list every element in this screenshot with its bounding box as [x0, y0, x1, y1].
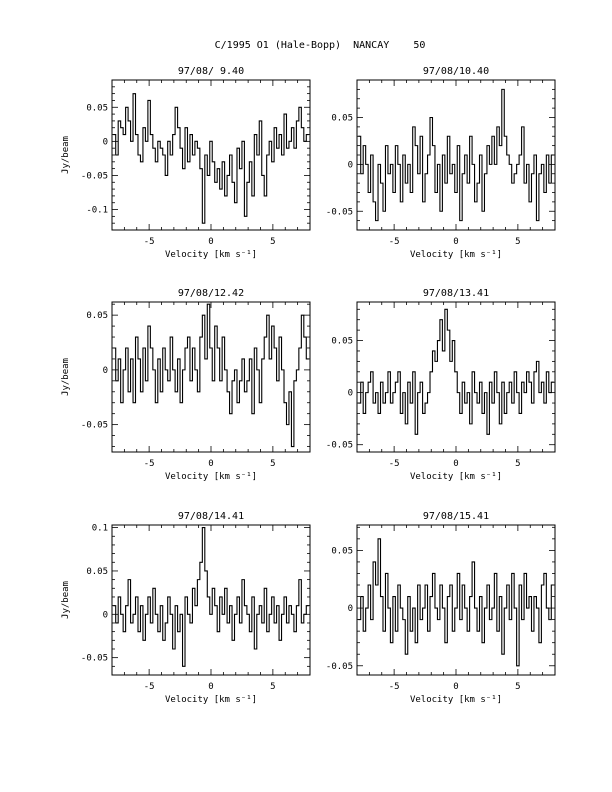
x-tick-label: 0	[453, 237, 458, 247]
x-tick-label: -5	[144, 682, 155, 692]
x-tick-label: 5	[515, 237, 520, 247]
y-tick-label: -0.05	[326, 441, 353, 451]
spectrum-series	[358, 538, 554, 667]
x-tick-label: -5	[389, 459, 400, 469]
y-tick-label: 0	[103, 366, 108, 376]
x-axis-label: Velocity [km s⁻¹]	[165, 472, 257, 482]
y-tick-label: 0.05	[86, 103, 108, 113]
panel-2: 97/08/10.40 -5 0 5 0.05 0 -0.05 Velocity [km s⁻…	[326, 66, 556, 260]
panel-title: 97/08/13.41	[423, 288, 489, 299]
y-tick-label: 0	[103, 137, 108, 147]
x-tick-label: 5	[515, 682, 520, 692]
y-tick-label: -0.05	[326, 207, 353, 217]
x-tick-label: 5	[270, 459, 275, 469]
x-tick-label: 0	[208, 682, 213, 692]
spectrum-series	[113, 527, 309, 667]
figure-title: C/1995 O1 (Hale-Bopp) NANCAY 50	[215, 40, 426, 51]
x-tick-label: 0	[208, 237, 213, 247]
panels: 97/08/ 9.40 -5 0 5 0.05 0 -0.05 -0.1 Velocity [k…	[61, 66, 556, 705]
x-tick-label: 5	[515, 459, 520, 469]
spectrum-series	[358, 308, 554, 435]
x-axis-label: Velocity [km s⁻¹]	[165, 250, 257, 260]
y-tick-label: 0.05	[331, 337, 353, 347]
y-tick-label: 0.05	[86, 311, 108, 321]
panel-title: 97/08/14.41	[178, 511, 244, 522]
panel-3: 97/08/12.42 -5 0 5 0.05 0 -0.05 Velocity [km s⁻…	[61, 288, 311, 482]
y-tick-label: -0.1	[86, 206, 108, 216]
y-tick-label: -0.05	[326, 662, 353, 672]
x-tick-label: -5	[144, 459, 155, 469]
x-axis-label: Velocity [km s⁻¹]	[410, 695, 502, 705]
spectrum-series	[358, 88, 554, 222]
x-tick-label: 0	[453, 682, 458, 692]
x-tick-label: 0	[208, 459, 213, 469]
y-tick-label: 0	[348, 160, 353, 170]
x-tick-label: -5	[144, 237, 155, 247]
x-tick-label: 0	[453, 459, 458, 469]
x-tick-label: 5	[270, 237, 275, 247]
y-axis-label: Jy/beam	[61, 581, 71, 619]
x-axis-label: Velocity [km s⁻¹]	[410, 472, 502, 482]
panel-title: 97/08/12.42	[178, 288, 244, 299]
y-axis-label: Jy/beam	[61, 358, 71, 396]
y-tick-label: 0	[348, 389, 353, 399]
x-axis-label: Velocity [km s⁻¹]	[410, 250, 502, 260]
y-tick-label: -0.05	[81, 421, 108, 431]
panel-5: 97/08/14.41 -5 0 5 0.1 0.05 0 -0.05 Velocity [km…	[61, 511, 311, 705]
x-tick-label: -5	[389, 682, 400, 692]
panel-6: 97/08/15.41 -5 0 5 0.05 0 -0.05 Velocity [km s⁻…	[326, 511, 556, 705]
y-tick-label: -0.05	[81, 171, 108, 181]
spectrum-series	[113, 93, 309, 224]
panel-title: 97/08/10.40	[423, 66, 489, 77]
x-tick-label: 5	[270, 682, 275, 692]
x-tick-label: -5	[389, 237, 400, 247]
y-tick-label: 0.05	[331, 114, 353, 124]
panel-title: 97/08/15.41	[423, 511, 489, 522]
y-tick-label: 0.1	[92, 524, 108, 534]
y-tick-label: 0.05	[86, 567, 108, 577]
x-axis-label: Velocity [km s⁻¹]	[165, 695, 257, 705]
y-tick-label: -0.05	[81, 654, 108, 664]
panel-4: 97/08/13.41 -5 0 5 0.05 0 -0.05 Velocity [km s⁻…	[326, 288, 556, 482]
spectrum-series	[113, 303, 309, 448]
panel-title: 97/08/ 9.40	[178, 66, 244, 77]
y-tick-label: 0.05	[331, 546, 353, 556]
y-tick-label: 0	[103, 610, 108, 620]
y-axis-label: Jy/beam	[61, 136, 71, 174]
y-tick-label: 0	[348, 604, 353, 614]
panel-1: 97/08/ 9.40 -5 0 5 0.05 0 -0.05 -0.1 Velocity [k…	[61, 66, 311, 260]
